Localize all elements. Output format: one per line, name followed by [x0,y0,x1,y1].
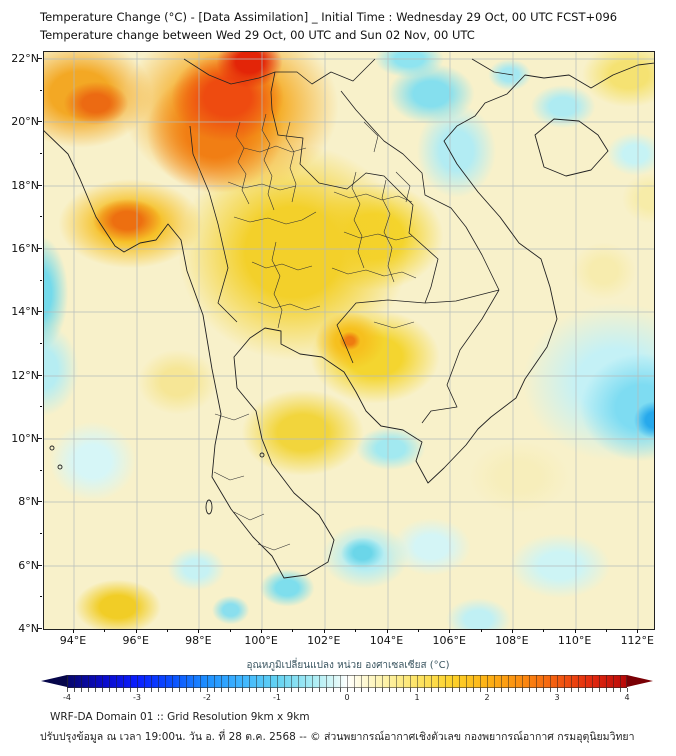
map-panel [43,51,655,630]
figure-title: Temperature Change (°C) - [Data Assimila… [40,10,618,24]
lat-label: 10°N [11,432,39,446]
lon-label: 108°E [495,634,529,647]
lat-label: 18°N [11,178,39,192]
axis-tick [167,629,169,632]
lat-label: 12°N [11,368,39,382]
axis-tick [39,596,42,598]
colorbar-tick-label: -4 [63,693,71,702]
lon-label: 112°E [620,634,655,647]
axis-tick [39,216,42,218]
axis-tick [38,58,42,59]
lat-label: 20°N [11,115,39,129]
axis-tick [38,311,42,313]
axis-tick [417,629,419,632]
axis-tick [39,153,42,154]
axis-tick [198,629,200,633]
map-overlay [44,52,654,629]
colorbar-tick-label: 0 [344,693,350,702]
lon-label: 110°E [557,634,592,647]
lat-label: 22°N [11,52,39,65]
footer-domain-info: WRF-DA Domain 01 :: Grid Resolution 9km … [50,711,310,723]
axis-tick [39,469,42,471]
coastline [44,62,654,579]
colorbar-tick-label: -3 [133,693,141,702]
lon-label: 104°E [369,634,404,647]
axis-tick [38,374,42,376]
province-borders [213,113,417,551]
colorbar-tick-label: -2 [203,693,211,702]
colorbar-arrow-low [41,675,67,687]
axis-tick [39,343,42,345]
axis-tick [480,629,482,632]
axis-tick [261,629,263,633]
lat-label: 4°N [18,622,39,636]
axis-tick [38,628,42,630]
axis-tick [39,406,42,408]
graticule [44,52,654,629]
lon-label: 100°E [244,634,278,647]
colorbar [67,675,627,688]
axis-tick [637,629,639,633]
axis-tick [355,629,357,632]
lon-label: 94°E [59,634,87,647]
axis-tick [449,629,451,633]
colorbar-arrow-high [627,675,653,687]
axis-tick [38,564,42,566]
lon-label: 98°E [185,634,212,647]
axis-tick [386,629,388,633]
lat-label: 6°N [18,558,39,572]
axis-tick [574,629,576,633]
colorbar-title: อุณหภูมิเปลี่ยนแปลง หน่วย องศาเซลเซียส (… [246,660,450,671]
colorbar-minor-ticks [67,688,628,692]
axis-tick [73,629,74,633]
figure-subtitle: Temperature change between Wed 29 Oct, 0… [40,28,475,42]
axis-tick [543,629,545,632]
axis-tick [323,629,325,633]
colorbar-tick-label: 1 [414,693,420,702]
lat-label: 14°N [11,305,39,319]
axis-tick [39,533,42,535]
axis-tick [38,438,42,440]
lat-label: 16°N [11,242,39,256]
axis-tick [605,629,607,632]
map-field [44,52,654,629]
axis-tick [38,248,42,250]
colorbar-tick-label: 4 [624,693,630,702]
footer-update-info: ปรับปรุงข้อมูล ณ เวลา 19:00น. วัน อ. ที่… [40,731,635,743]
axis-tick [511,629,513,633]
axis-tick [39,89,42,91]
axis-tick [39,279,42,281]
lon-label: 96°E [122,634,149,647]
lat-label: 8°N [18,495,39,509]
colorbar-tick-label: -1 [273,693,281,702]
axis-tick [104,629,106,632]
colorbar-tick-label: 3 [554,693,560,702]
axis-tick [38,121,42,123]
lon-label: 102°E [307,634,341,647]
country-borders [183,58,514,424]
axis-tick [38,501,42,503]
lon-label: 106°E [432,634,466,647]
axis-tick [292,629,294,632]
colorbar-tick-label: 2 [484,693,490,702]
axis-tick [135,629,137,633]
axis-tick [38,184,42,186]
axis-tick [229,629,231,632]
